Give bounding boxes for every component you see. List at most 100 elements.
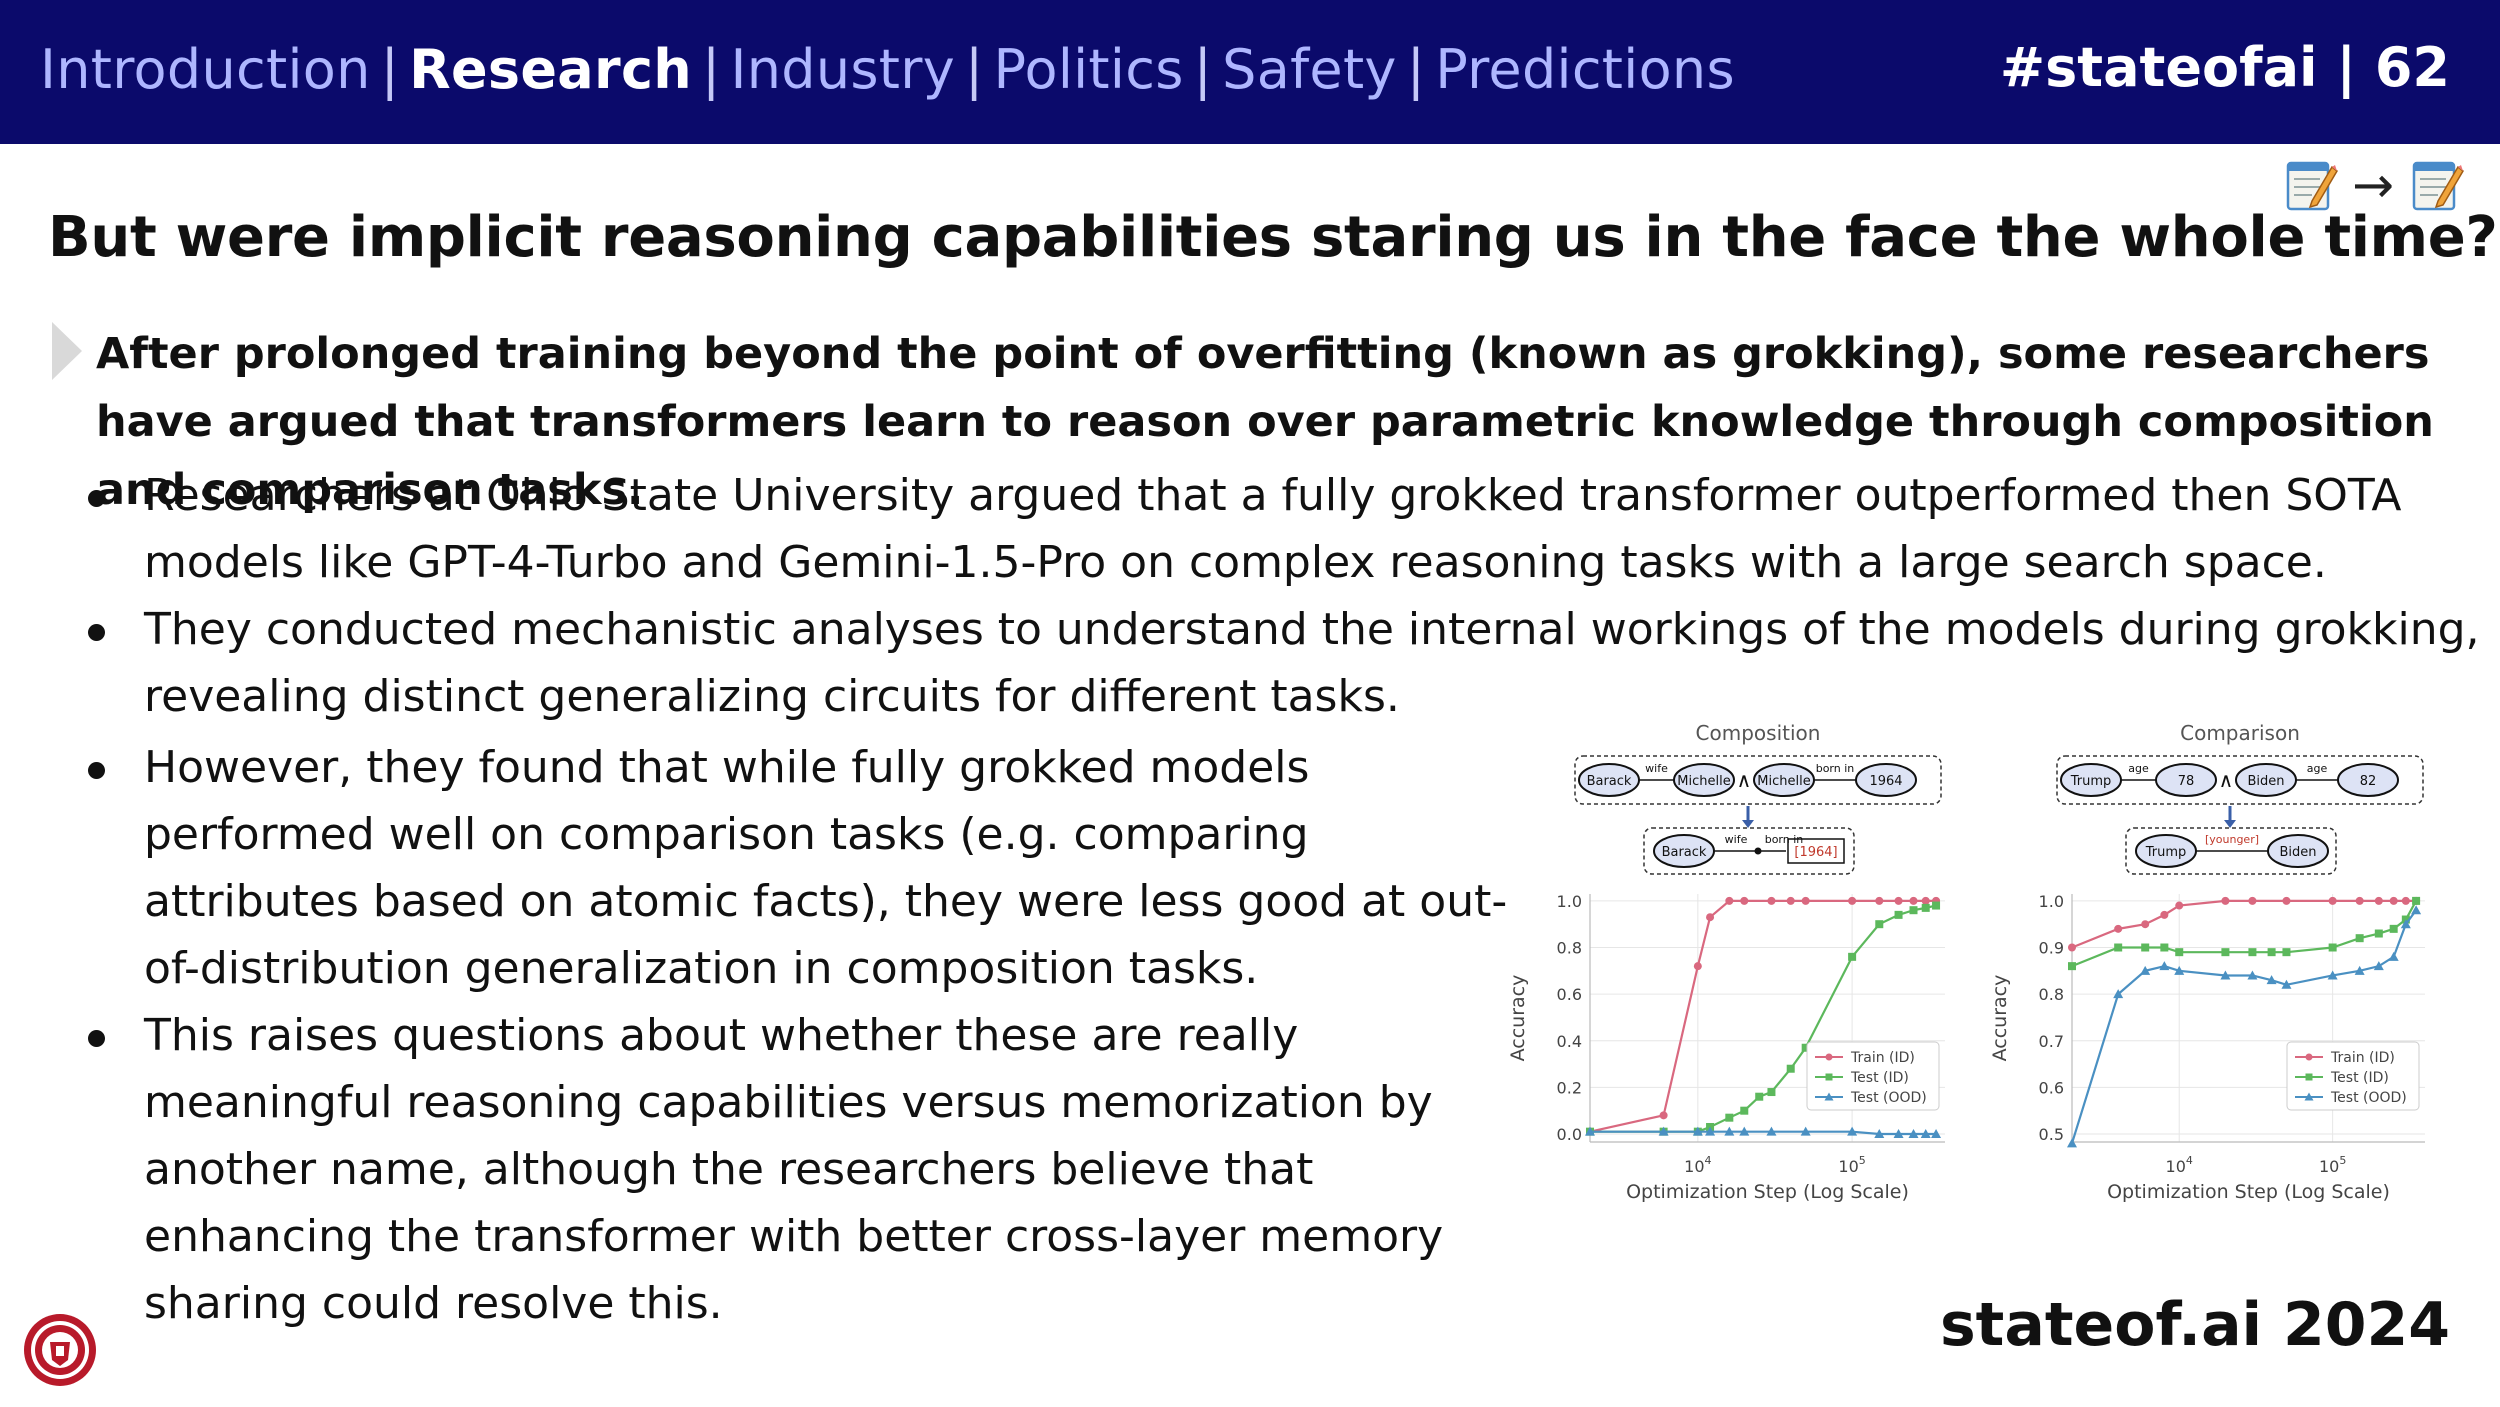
- data-point: [2411, 905, 2422, 915]
- nav-item-politics[interactable]: Politics: [993, 38, 1184, 101]
- x-tick-label: 105: [1838, 1154, 1865, 1176]
- data-point: [1847, 1126, 1858, 1136]
- data-point: [1932, 901, 1941, 910]
- y-tick-label: 0.8: [2039, 985, 2064, 1004]
- bullet-dot-icon: [88, 1030, 105, 1047]
- chevron-right-icon: [52, 322, 82, 380]
- footer-brand: stateof.ai 2024: [1939, 1290, 2450, 1360]
- chart-panel: Composition Barack Michelle Michelle 1964 wif…: [1507, 721, 1945, 1203]
- chart-panel: Comparison Trump 78 Biden 82 age age ∧ Trump Bide…: [1989, 721, 2425, 1203]
- data-point: [1705, 1126, 1716, 1136]
- nav-item-research[interactable]: Research: [409, 38, 693, 101]
- legend-marker: [1825, 1053, 1833, 1061]
- bullet-item: However, they found that while fully gro…: [80, 734, 1520, 1002]
- legend-marker: [1825, 1073, 1833, 1081]
- bullet-text: This raises questions about whether thes…: [144, 1010, 1444, 1329]
- data-point: [1658, 1126, 1669, 1136]
- legend-label: Train (ID): [2330, 1050, 2395, 1066]
- data-point: [1740, 1106, 1749, 1115]
- nav-separator: |: [965, 38, 984, 101]
- diagram-edge-label: [younger]: [2205, 833, 2259, 846]
- data-point: [2068, 943, 2076, 952]
- diagram-box: [1574, 755, 1942, 805]
- grokking-figure: Composition Barack Michelle Michelle 1964 wif…: [1490, 712, 2470, 1232]
- diagram-edge-label: wife: [1645, 762, 1668, 775]
- memo-icon: [2412, 161, 2464, 211]
- diagram-node-label: Biden: [2279, 845, 2316, 860]
- data-point: [1767, 896, 1776, 905]
- section-nav: Introduction | Research | Industry | Politics |…: [40, 38, 1735, 101]
- data-point: [2374, 896, 2383, 905]
- diagram-edge-label: born in: [1816, 762, 1855, 775]
- bullet-item: Researchers at Ohio State University arg…: [80, 462, 2480, 596]
- data-point: [2282, 948, 2291, 957]
- data-point: [2174, 965, 2185, 975]
- diagram-node-label: Michelle: [1757, 774, 1810, 789]
- data-point: [2267, 948, 2276, 957]
- diagram-operator: ∧: [2219, 768, 2234, 792]
- nav-item-introduction[interactable]: Introduction: [40, 38, 371, 101]
- bullet-item: They conducted mechanistic analyses to u…: [80, 596, 2480, 730]
- y-tick-label: 0.8: [1557, 939, 1582, 958]
- diagram-node-label: Trump: [2070, 774, 2112, 789]
- legend-label: Test (ID): [1850, 1070, 1909, 1086]
- data-point: [2412, 896, 2421, 905]
- nav-separator: |: [1406, 38, 1426, 101]
- data-point: [1874, 1129, 1885, 1138]
- nav-item-predictions[interactable]: Predictions: [1435, 38, 1735, 101]
- legend-marker: [2305, 1073, 2313, 1081]
- data-point: [2068, 962, 2076, 971]
- data-point: [2248, 948, 2257, 957]
- data-point: [1893, 1129, 1904, 1138]
- bullet-list: Researchers at Ohio State University arg…: [80, 462, 2480, 1337]
- diagram-node-label: 82: [2360, 774, 2377, 789]
- data-point: [2355, 896, 2364, 905]
- data-point: [1755, 1092, 1764, 1101]
- diagram-node-label: 1964: [1869, 774, 1902, 789]
- x-axis-label: Optimization Step (Log Scale): [2107, 1181, 2390, 1203]
- header-bar: Introduction | Research | Industry | Politics |…: [0, 0, 2500, 144]
- diagram-edge-label: age: [2128, 762, 2149, 775]
- bullet-text: However, they found that while fully gro…: [144, 742, 1508, 994]
- bullet-dot-icon: [88, 762, 105, 779]
- y-tick-label: 0.6: [2039, 1078, 2064, 1097]
- data-point: [2175, 901, 2184, 910]
- bullet-dot-icon: [88, 624, 105, 641]
- chart-title: Comparison: [2180, 721, 2300, 745]
- data-point: [1801, 1043, 1810, 1052]
- data-point: [1931, 1129, 1942, 1138]
- data-point: [1724, 1126, 1735, 1136]
- data-point: [1921, 903, 1930, 912]
- memo-icon: [2286, 161, 2339, 211]
- data-point: [2221, 896, 2230, 905]
- data-point: [1894, 910, 1903, 919]
- data-point: [1848, 952, 1857, 961]
- diagram-node-label: Barack: [1587, 774, 1632, 789]
- diagram-node: [1787, 838, 1845, 864]
- diagram-node-label: 78: [2178, 774, 2195, 789]
- legend-label: Train (ID): [1850, 1050, 1915, 1066]
- data-point: [2328, 896, 2337, 905]
- data-point: [1659, 1111, 1668, 1120]
- diagram-box: [1643, 827, 1855, 875]
- nav-item-safety[interactable]: Safety: [1222, 38, 1397, 101]
- nav-item-industry[interactable]: Industry: [730, 38, 956, 101]
- x-tick-label: 104: [2166, 1154, 2193, 1176]
- bullet-text: Researchers at Ohio State University arg…: [144, 470, 2402, 588]
- data-point: [2140, 965, 2151, 975]
- data-point: [1909, 906, 1918, 915]
- data-point: [2355, 934, 2364, 943]
- data-point: [1920, 1129, 1931, 1138]
- data-point: [2401, 896, 2410, 905]
- data-point: [1801, 896, 1810, 905]
- diagram-operator: ∧: [1737, 768, 1752, 792]
- data-point: [1875, 920, 1884, 929]
- bullet-dot-icon: [88, 490, 105, 507]
- data-point: [2327, 970, 2338, 980]
- data-point: [1908, 1129, 1919, 1138]
- data-point: [2354, 965, 2365, 975]
- data-point: [2114, 924, 2123, 933]
- y-tick-label: 0.4: [1557, 1032, 1582, 1051]
- y-tick-label: 0.5: [2039, 1125, 2064, 1144]
- x-tick-label: 104: [1684, 1154, 1711, 1176]
